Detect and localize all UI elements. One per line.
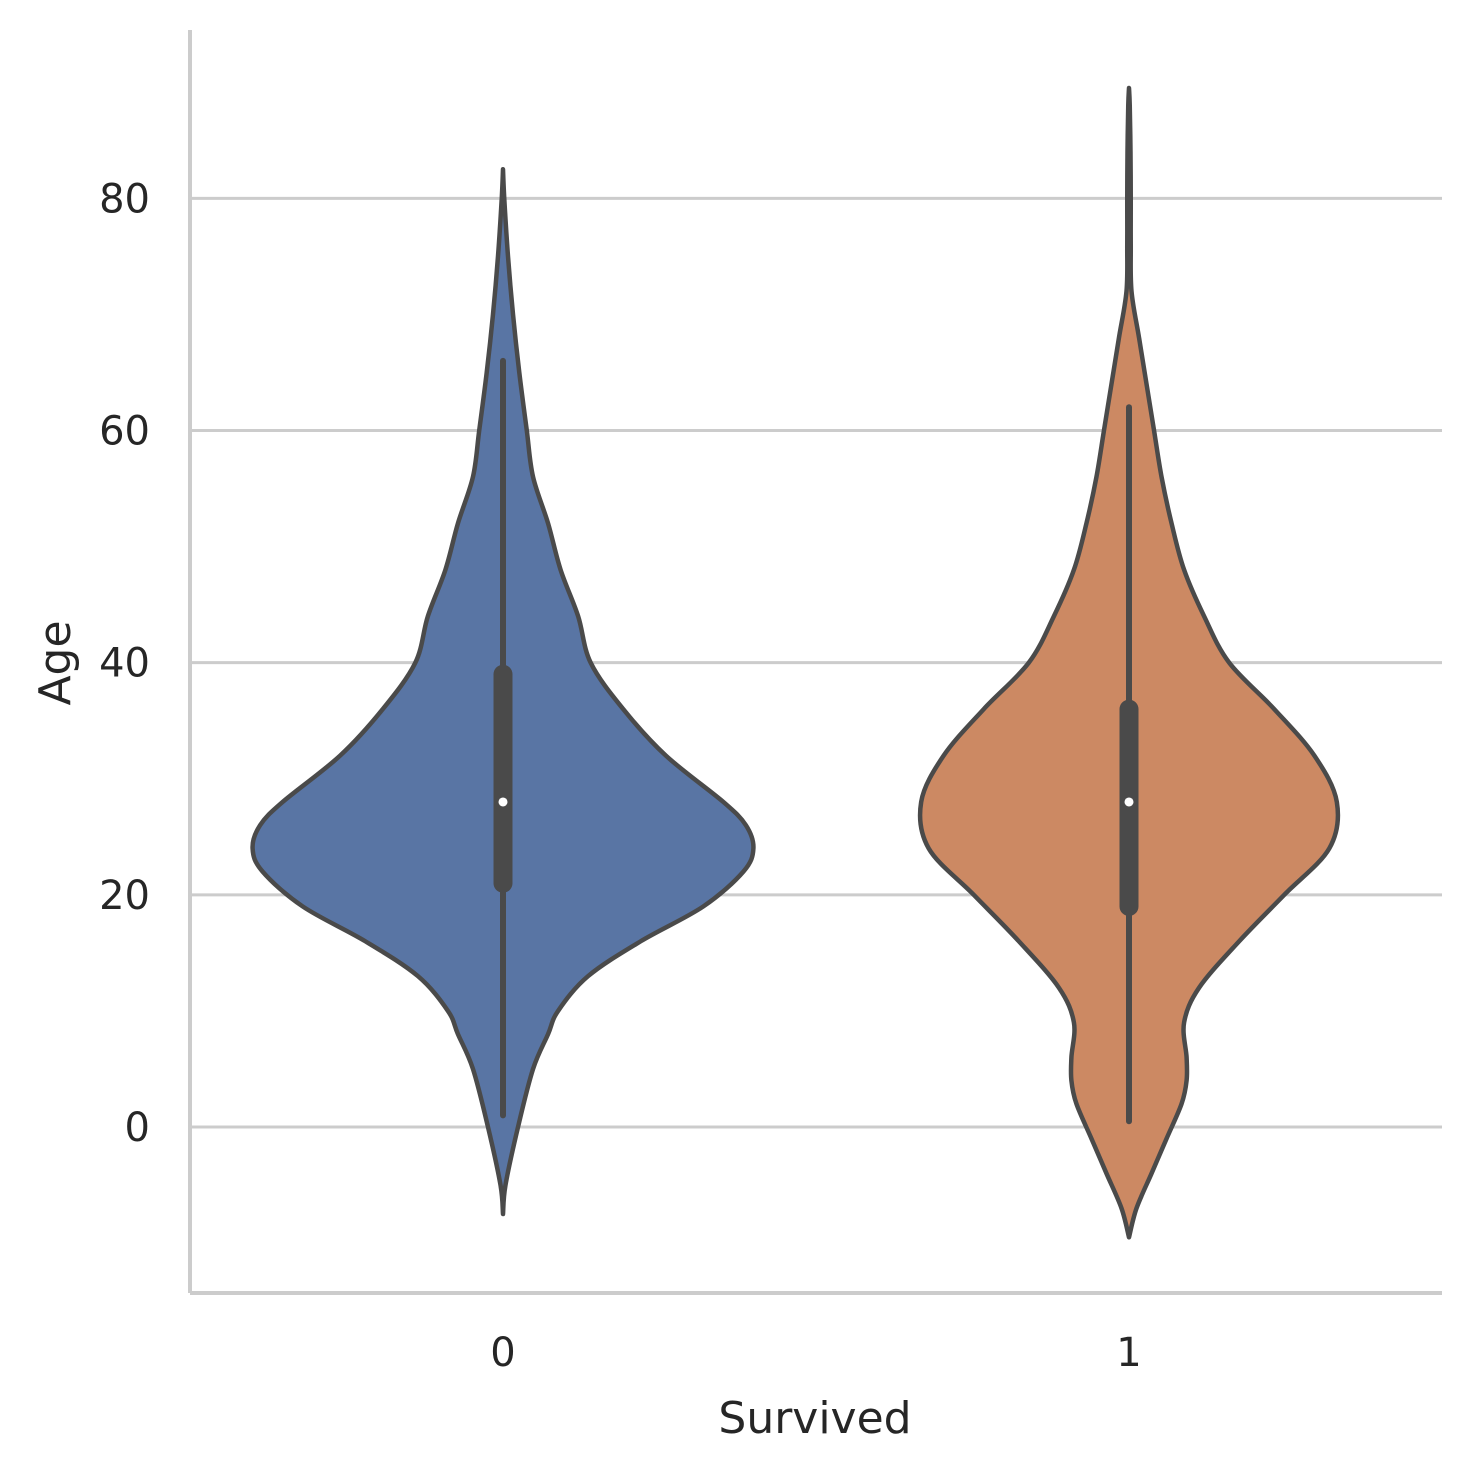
y-tick-label: 20 bbox=[99, 873, 150, 919]
violin-median-point bbox=[1124, 797, 1134, 807]
x-axis-label: Survived bbox=[718, 1393, 911, 1444]
x-tick-label: 0 bbox=[490, 1330, 515, 1376]
violin-median-point bbox=[498, 797, 508, 807]
y-tick-label: 0 bbox=[125, 1105, 150, 1151]
y-tick-label: 60 bbox=[99, 408, 150, 454]
y-gridlines bbox=[190, 196, 1442, 1129]
y-tick-label: 40 bbox=[99, 641, 150, 687]
y-tick-labels: 0 20 40 60 80 bbox=[99, 176, 150, 1151]
x-tick-label: 1 bbox=[1116, 1330, 1141, 1376]
axes-spines bbox=[188, 30, 1442, 1295]
y-tick-label: 80 bbox=[99, 176, 150, 222]
y-axis-label: Age bbox=[30, 620, 81, 705]
violins bbox=[250, 85, 1341, 1240]
